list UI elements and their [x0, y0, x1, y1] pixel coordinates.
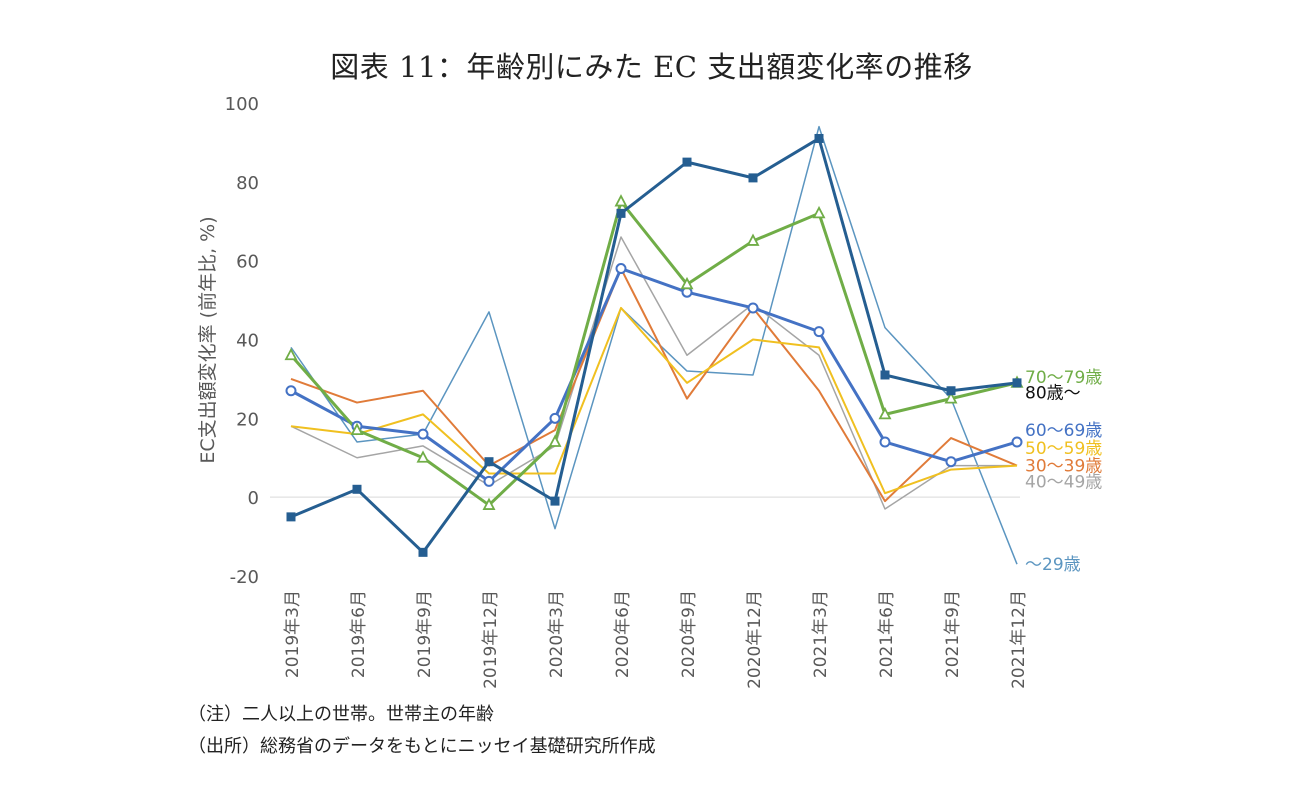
x-tick-label: 2019年6月 [349, 590, 369, 678]
data-point-triangle [416, 450, 430, 463]
y-axis-label: EC支出額変化率 (前年比, %) [197, 216, 219, 463]
y-tick-labels: -20 0 20 40 60 80 100 [225, 94, 259, 588]
series-markers [284, 133, 1024, 557]
chart-title: 図表 11：年齢別にみた EC 支出額変化率の推移 [330, 50, 973, 84]
data-point-triangle [746, 233, 760, 246]
data-point-square [682, 157, 692, 167]
data-point-circle [285, 385, 297, 397]
data-point-square [616, 208, 626, 218]
series-line [290, 267, 1018, 483]
footnote: （注）二人以上の世帯。世帯主の年齢 [188, 704, 494, 725]
x-tick-label: 2019年3月 [283, 590, 303, 678]
data-point-triangle [548, 434, 562, 447]
data-point-square [550, 496, 560, 506]
data-point-triangle [284, 347, 298, 361]
data-point-square [484, 457, 494, 467]
data-point-square [286, 512, 296, 522]
data-point-triangle [878, 406, 892, 420]
x-tick-label: 2021年12月 [1009, 590, 1029, 689]
x-tick-label: 2020年6月 [613, 590, 633, 678]
source-note: （出所）総務省のデータをもとにニッセイ基礎研究所作成 [188, 736, 656, 757]
series-line [290, 125, 1018, 565]
x-tick-label: 2021年3月 [811, 590, 831, 678]
series-lines [289, 125, 1018, 565]
data-point-triangle [614, 194, 628, 207]
data-point-circle [747, 302, 759, 314]
y-tick-label: 60 [236, 252, 259, 273]
y-tick-label: 80 [236, 173, 259, 194]
data-point-circle [945, 456, 957, 468]
series-end-label: 40～49歳 [1025, 472, 1102, 492]
series-line [289, 200, 1018, 507]
y-axis-label-group: EC支出額変化率 (前年比, %) [197, 216, 219, 463]
series-line [290, 236, 1017, 510]
series-end-label: 30～39歳 [1025, 457, 1102, 477]
series-end-label: 70～79歳 [1025, 368, 1102, 388]
x-tick-label: 2020年3月 [547, 590, 567, 678]
data-point-circle [549, 412, 561, 424]
y-tick-label: 0 [248, 488, 259, 509]
data-point-square [418, 547, 428, 557]
data-point-triangle [482, 497, 496, 510]
y-tick-label: 20 [236, 409, 259, 430]
y-tick-label: 40 [236, 331, 259, 352]
data-point-circle [615, 263, 627, 275]
data-point-circle [483, 475, 495, 487]
x-tick-label: 2019年12月 [481, 590, 501, 689]
data-point-square [352, 484, 362, 494]
data-point-square [880, 370, 890, 380]
line-chart: EC支出額変化率 (前年比, %) -20 0 20 40 60 80 100 2019年3… [197, 94, 1102, 689]
series-end-label: 50～59歳 [1025, 439, 1102, 459]
data-point-circle [813, 326, 825, 338]
series-line [290, 306, 1018, 495]
series-end-label: ～29歳 [1025, 555, 1081, 575]
x-tick-labels: 2019年3月 2019年6月 2019年9月 2019年12月 2020年3月 2020… [283, 590, 1029, 689]
series-line [290, 267, 1018, 503]
x-tick-label: 2020年9月 [679, 590, 699, 678]
data-point-square [946, 386, 956, 396]
data-point-square [748, 173, 758, 183]
data-point-square [814, 133, 824, 143]
data-point-circle [417, 428, 429, 440]
data-point-triangle [680, 276, 694, 290]
x-tick-label: 2019年9月 [415, 590, 435, 678]
series-end-label: 60～69歳 [1025, 421, 1102, 441]
data-point-triangle [812, 205, 826, 219]
data-point-triangle [944, 391, 958, 404]
series-line [290, 136, 1018, 554]
x-tick-label: 2021年9月 [943, 590, 963, 678]
series-end-label: 80歳～ [1025, 384, 1081, 404]
data-point-circle [879, 436, 891, 448]
data-point-triangle [350, 422, 364, 436]
data-point-circle [1011, 436, 1023, 448]
y-tick-label: 100 [225, 94, 259, 115]
y-tick-label: -20 [230, 567, 259, 588]
x-tick-label: 2021年6月 [877, 590, 897, 678]
data-point-square [1012, 378, 1022, 388]
x-tick-label: 2020年12月 [745, 590, 765, 689]
